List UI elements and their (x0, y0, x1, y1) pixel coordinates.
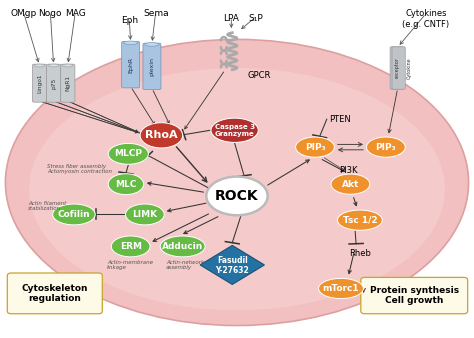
Text: Akt: Akt (342, 180, 359, 189)
Ellipse shape (108, 174, 144, 195)
Ellipse shape (331, 174, 370, 194)
FancyBboxPatch shape (392, 47, 405, 89)
Text: OMgp: OMgp (10, 9, 36, 18)
Text: Lingo1: Lingo1 (37, 73, 42, 93)
Ellipse shape (211, 118, 258, 142)
Text: Y-27632: Y-27632 (215, 266, 249, 275)
Text: MAG: MAG (65, 9, 86, 18)
Ellipse shape (126, 204, 164, 225)
Text: LPA: LPA (223, 14, 239, 23)
Text: Actin-membrane
linkage: Actin-membrane linkage (107, 260, 153, 270)
Text: Sema: Sema (143, 9, 169, 18)
Text: NgR1: NgR1 (65, 75, 70, 91)
Text: Actin filament
stabilization: Actin filament stabilization (28, 201, 66, 212)
FancyBboxPatch shape (7, 273, 102, 314)
Text: Protein synthesis
Cell growth: Protein synthesis Cell growth (370, 286, 459, 305)
Text: Nogo: Nogo (38, 9, 62, 18)
Text: Cytoskeleton
regulation: Cytoskeleton regulation (21, 284, 88, 303)
Polygon shape (200, 245, 264, 285)
Ellipse shape (145, 43, 159, 46)
Text: Adducin: Adducin (162, 242, 203, 251)
FancyBboxPatch shape (390, 47, 403, 89)
FancyBboxPatch shape (143, 43, 161, 90)
Text: RhoA: RhoA (145, 130, 178, 140)
Ellipse shape (296, 137, 334, 157)
Ellipse shape (111, 236, 150, 257)
Ellipse shape (48, 64, 59, 67)
Ellipse shape (140, 123, 182, 148)
Text: PIP₃: PIP₃ (375, 143, 396, 152)
FancyBboxPatch shape (46, 64, 61, 102)
Ellipse shape (53, 204, 95, 225)
Ellipse shape (5, 40, 469, 325)
Text: PIP₃: PIP₃ (305, 143, 325, 152)
Text: ERM: ERM (119, 242, 142, 251)
FancyBboxPatch shape (122, 42, 140, 88)
Text: PTEN: PTEN (329, 115, 351, 124)
Ellipse shape (108, 143, 148, 164)
Text: Fasudil: Fasudil (217, 257, 247, 265)
Text: receptor: receptor (394, 57, 399, 78)
Ellipse shape (337, 210, 383, 230)
Text: Cytokine: Cytokine (407, 57, 411, 79)
Text: Caspase 3
Granzyme: Caspase 3 Granzyme (215, 124, 255, 137)
Text: LIMK: LIMK (132, 210, 157, 219)
Text: Actin-network
assembly: Actin-network assembly (166, 260, 204, 270)
Text: MLCP: MLCP (114, 149, 142, 158)
Ellipse shape (366, 137, 405, 157)
Text: ROCK: ROCK (215, 189, 259, 203)
FancyBboxPatch shape (61, 64, 75, 102)
Text: p75: p75 (51, 77, 56, 89)
Ellipse shape (34, 64, 45, 67)
Ellipse shape (29, 68, 445, 310)
Text: Tsc 1/2: Tsc 1/2 (343, 216, 377, 225)
Text: Stress fiber assembly
Actomyosin contraction: Stress fiber assembly Actomyosin contrac… (47, 164, 112, 174)
Text: mTorc1: mTorc1 (323, 284, 359, 293)
Text: plexin: plexin (149, 57, 155, 76)
FancyBboxPatch shape (361, 277, 468, 314)
Text: Eph: Eph (121, 16, 138, 25)
Text: Cytokines
(e.g. CNTF): Cytokines (e.g. CNTF) (402, 9, 450, 28)
Text: GPCR: GPCR (248, 71, 272, 80)
Ellipse shape (319, 279, 364, 298)
Text: Rheb: Rheb (349, 249, 371, 258)
Text: EphR: EphR (128, 56, 133, 73)
Text: MLC: MLC (115, 180, 137, 189)
Ellipse shape (160, 236, 205, 257)
Ellipse shape (206, 176, 268, 215)
Text: S₁P: S₁P (248, 14, 263, 23)
Text: PI3K: PI3K (339, 166, 357, 175)
Ellipse shape (124, 41, 138, 45)
Ellipse shape (63, 64, 73, 67)
FancyBboxPatch shape (32, 64, 46, 102)
Text: Cofilin: Cofilin (58, 210, 90, 219)
